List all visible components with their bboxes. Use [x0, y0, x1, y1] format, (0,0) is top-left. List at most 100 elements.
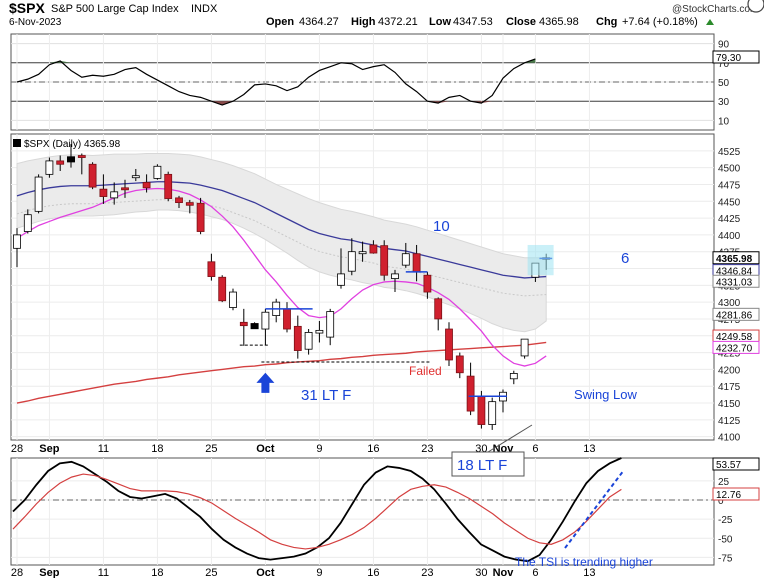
x-tick-label: 16: [367, 443, 379, 455]
candle-body: [99, 188, 108, 197]
value-label-text: 4365.98: [716, 254, 753, 265]
candle: [142, 174, 151, 193]
candle: [99, 174, 108, 204]
candle-body: [218, 276, 227, 302]
up-arrow-icon: [706, 19, 714, 25]
candle: [207, 253, 216, 281]
rsi-oversold-fill: [211, 101, 493, 106]
legend-swatch: [13, 139, 21, 147]
candle-body: [153, 165, 162, 179]
annotation-10: 10: [433, 218, 450, 235]
candle: [347, 238, 356, 276]
candle-body: [131, 175, 140, 179]
candle: [391, 269, 399, 293]
x-tick-label-bottom: Sep: [39, 567, 59, 578]
x-tick-label: 6: [532, 443, 538, 455]
candle-body: [391, 273, 399, 279]
chg-label: Chg: [596, 16, 617, 28]
tsi-signal-line: [12, 473, 622, 550]
tsi-trend-line: [564, 469, 625, 549]
price-tick-label: 4425: [718, 214, 741, 225]
candle-body: [261, 311, 270, 330]
price-tick-label: 4450: [718, 197, 741, 208]
price-tick-label: 4225: [718, 349, 741, 360]
rsi-tick-label: 70: [718, 59, 730, 70]
value-label-text: 12.76: [716, 490, 741, 501]
price-tick-label: 4150: [718, 399, 741, 410]
candle-body: [326, 311, 335, 338]
low-value: 4347.53: [453, 16, 493, 28]
candle-body: [347, 251, 356, 272]
candle-body: [164, 173, 173, 199]
candle: [110, 182, 119, 205]
candle-body: [207, 261, 216, 277]
candle: [77, 153, 86, 175]
x-tick-label: 25: [205, 443, 217, 455]
price-tick-label: 4475: [718, 180, 741, 191]
value-label-text: 4249.58: [716, 332, 753, 343]
candle: [88, 162, 97, 190]
x-tick-label-bottom: 28: [11, 567, 23, 578]
candle-body: [229, 291, 237, 308]
candle: [121, 179, 129, 198]
candle-body: [45, 160, 54, 175]
value-label-box: [712, 457, 760, 471]
candle-body: [380, 245, 389, 276]
candle: [153, 164, 162, 180]
candle: [445, 322, 453, 367]
candle: [380, 240, 389, 281]
candle: [185, 199, 194, 214]
candle-body: [466, 375, 475, 412]
high-value: 4372.21: [378, 16, 418, 28]
candle: [229, 288, 237, 311]
ema-line: [16, 341, 547, 404]
legend-text: $SPX (Daily) 4365.98: [24, 139, 121, 150]
candle-body: [196, 202, 205, 232]
value-label-text: 4232.70: [716, 343, 753, 354]
tsi-line: [12, 457, 622, 563]
value-label-box: [712, 307, 760, 321]
candle: [304, 329, 313, 355]
candle-body: [423, 274, 432, 293]
candle: [196, 197, 205, 235]
candle-body: [369, 244, 378, 254]
close-label: Close: [506, 16, 536, 28]
collapse-icon[interactable]: [747, 0, 764, 13]
candle-body-black: [250, 323, 259, 330]
value-label-box: [712, 487, 760, 501]
price-tick-label: 4175: [718, 382, 741, 393]
value-label: 79.30: [712, 50, 760, 64]
rsi-overbought-fill: [49, 58, 536, 63]
candle-body: [304, 331, 313, 350]
value-label-box: [712, 251, 760, 265]
x-tick-label: 23: [421, 443, 433, 455]
x-tick-label: Sep: [39, 443, 59, 455]
x-tick-label: 18: [151, 443, 163, 455]
candle-body: [445, 328, 453, 361]
low-label: Low: [429, 16, 451, 28]
candle-body: [175, 197, 183, 203]
value-label-box: [712, 340, 760, 354]
candle: [423, 271, 432, 299]
candle-body: [239, 321, 248, 327]
keltner-mid-line: [16, 181, 547, 279]
rsi-tick-label: 90: [718, 40, 730, 51]
x-tick-label: 28: [11, 443, 23, 455]
copyright: @StockCharts.com: [672, 4, 758, 15]
value-label-text: 4331.03: [716, 277, 753, 288]
value-label: 4232.70: [712, 340, 760, 354]
x-tick-label-bottom: 9: [316, 567, 322, 578]
x-tick-label-bottom: 18: [151, 567, 163, 578]
ticker-symbol: $SPX: [9, 0, 45, 16]
exchange-label: INDX: [191, 3, 218, 15]
candle-body: [401, 253, 410, 266]
candle-body: [520, 338, 529, 357]
candle: [175, 195, 183, 208]
candle: [520, 338, 529, 359]
open-value: 4364.27: [299, 16, 339, 28]
price-tick-label: 4200: [718, 365, 741, 376]
tsi-tick-label: 25: [718, 477, 730, 488]
candle: [218, 275, 227, 303]
candle: [283, 302, 291, 333]
